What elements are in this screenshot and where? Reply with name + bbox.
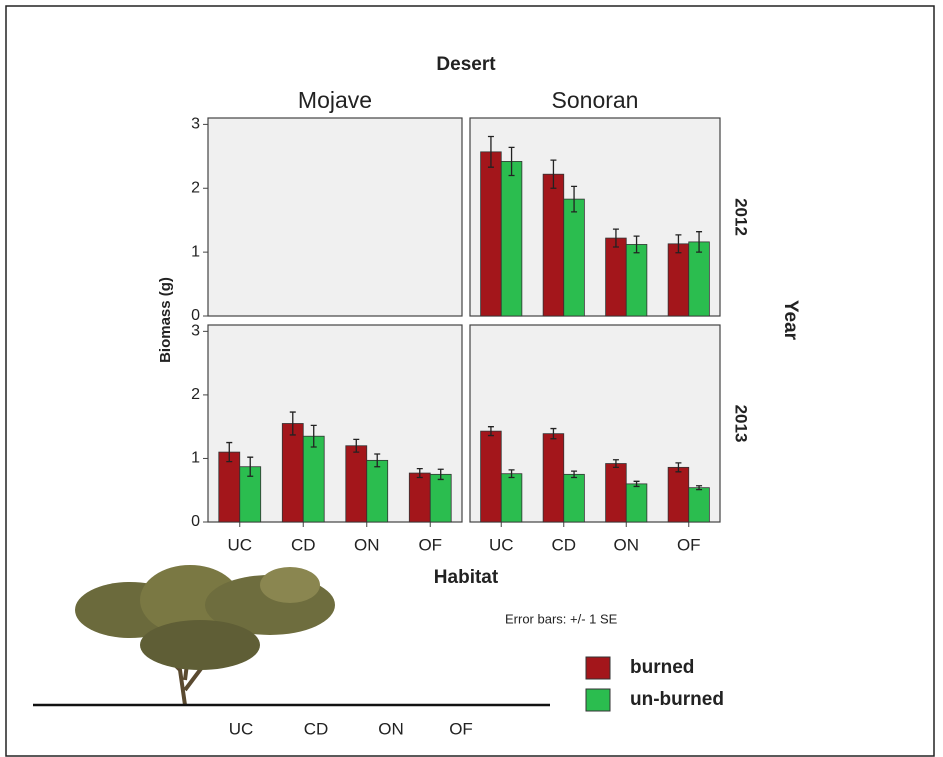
error-bar <box>571 185 578 213</box>
error-bar <box>696 231 703 253</box>
y-axis-label: Biomass (g) <box>157 277 174 363</box>
y-tick-label: 2 <box>191 386 200 403</box>
error-bar <box>633 480 640 488</box>
y-tick-label: 1 <box>191 450 200 467</box>
error-bar <box>675 462 682 473</box>
bar <box>366 459 389 523</box>
error-bar <box>508 146 515 177</box>
x-tick-label: OF <box>418 535 442 554</box>
x-tick-label: CD <box>291 535 316 554</box>
bar <box>563 198 585 317</box>
panel <box>207 117 463 317</box>
bar <box>625 483 648 523</box>
note: Error bars: +/- 1 SE <box>505 611 618 626</box>
bar <box>605 463 627 523</box>
column-label: Mojave <box>298 87 372 113</box>
bar <box>480 430 502 523</box>
legend-swatch <box>585 656 611 680</box>
bar <box>667 466 690 523</box>
column-label: Sonoran <box>552 87 639 113</box>
error-bar <box>696 485 703 491</box>
bar <box>480 151 502 317</box>
error-bar <box>508 469 515 479</box>
bar <box>345 445 368 523</box>
bar <box>688 487 710 523</box>
y-tick-label: 0 <box>191 513 200 530</box>
bar <box>281 423 304 523</box>
y-tick-label: 2 <box>191 179 200 196</box>
bar <box>429 473 452 523</box>
diagram-label: UC <box>229 719 254 738</box>
error-bar <box>550 159 557 189</box>
row-label: 2012 <box>732 198 751 236</box>
bar <box>688 241 710 317</box>
bar <box>500 161 523 317</box>
x-tick-label: ON <box>614 535 640 554</box>
legend-swatch <box>585 688 611 712</box>
error-bar <box>353 438 360 453</box>
error-bar <box>247 456 254 477</box>
error-bar <box>612 228 619 248</box>
x-tick-label: CD <box>551 535 576 554</box>
legend-label: un-burned <box>630 689 724 710</box>
y-tick-label: 0 <box>191 307 200 324</box>
x-axis-label: Habitat <box>434 567 499 588</box>
x-tick-label: UC <box>489 535 514 554</box>
error-bar <box>612 459 619 468</box>
y-tick-label: 1 <box>191 243 200 260</box>
error-bar <box>226 441 233 463</box>
error-bar <box>487 426 494 437</box>
error-bar <box>675 234 682 254</box>
x-tick-label: OF <box>677 535 701 554</box>
y-tick-label: 3 <box>191 116 200 133</box>
y-tick-label: 3 <box>191 323 200 340</box>
error-bar <box>310 424 317 448</box>
bar <box>605 237 627 317</box>
error-bar <box>416 467 423 479</box>
chart-title: Desert <box>436 54 496 75</box>
bar <box>542 173 565 317</box>
tree-illustration <box>75 565 335 706</box>
error-bar <box>571 470 578 479</box>
bar <box>667 243 690 317</box>
x-tick-label: ON <box>354 535 380 554</box>
error-bar <box>550 427 557 440</box>
diagram-label: ON <box>378 719 404 738</box>
error-bar <box>633 235 640 254</box>
facet-axis-label: Year <box>780 300 801 341</box>
error-bar <box>289 411 296 436</box>
bar <box>218 451 241 523</box>
bar <box>542 433 565 523</box>
bar <box>563 473 585 523</box>
error-bar <box>487 135 494 168</box>
bar <box>500 473 523 523</box>
diagram-label: OF <box>449 719 473 738</box>
error-bar <box>437 468 444 481</box>
bar <box>302 435 325 523</box>
bar <box>408 472 431 523</box>
row-label: 2013 <box>732 405 751 443</box>
error-bar <box>374 453 381 468</box>
bar <box>625 244 648 317</box>
diagram-label: CD <box>304 719 329 738</box>
legend-label: burned <box>630 657 694 678</box>
x-tick-label: UC <box>227 535 252 554</box>
